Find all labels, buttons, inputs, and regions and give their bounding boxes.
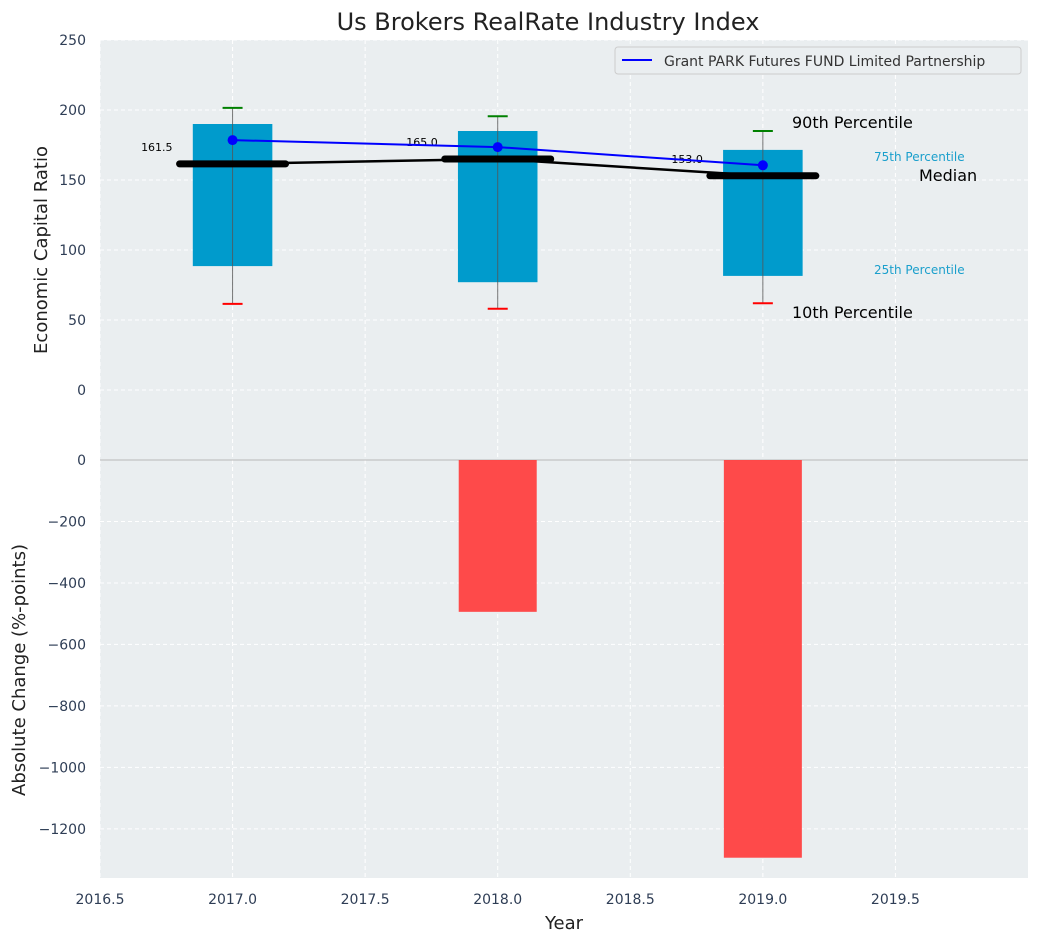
- top-y-tick-label: 0: [77, 383, 86, 399]
- x-tick-label: 2019.0: [738, 892, 787, 908]
- bottom-y-tick-label: −400: [48, 576, 86, 592]
- bottom-y-tick-label: −200: [48, 514, 86, 530]
- chart-title: Us Brokers RealRate Industry Index: [337, 8, 760, 36]
- median-value-label: 165.0: [406, 136, 438, 149]
- company-point: [492, 142, 503, 153]
- top-y-tick-label: 50: [68, 313, 86, 329]
- bottom-y-tick-label: 0: [77, 453, 86, 469]
- x-tick-label: 2016.5: [76, 892, 125, 908]
- bottom-y-tick-label: −800: [48, 699, 86, 715]
- change-bar: [458, 460, 537, 612]
- bottom-y-axis-label: Absolute Change (%-points): [9, 544, 30, 796]
- annotation-median: Median: [919, 166, 977, 185]
- annotation-p75: 75th Percentile: [874, 150, 965, 164]
- x-tick-label: 2018.0: [473, 892, 522, 908]
- bottom-y-tick-label: −1200: [39, 822, 86, 838]
- annotation-p25: 25th Percentile: [874, 263, 965, 277]
- top-y-tick-label: 150: [59, 173, 86, 189]
- top-y-axis-label: Economic Capital Ratio: [31, 146, 52, 354]
- x-axis-label: Year: [544, 913, 584, 934]
- bottom-y-tick-label: −600: [48, 637, 86, 653]
- company-point: [227, 135, 238, 146]
- annotation-p10: 10th Percentile: [792, 303, 913, 322]
- company-point: [757, 160, 768, 171]
- x-tick-label: 2018.5: [606, 892, 655, 908]
- change-bar: [723, 460, 802, 858]
- legend-box: [614, 46, 1022, 75]
- x-tick-label: 2019.5: [871, 892, 920, 908]
- top-y-tick-label: 100: [59, 243, 86, 259]
- median-value-label: 161.5: [141, 141, 173, 154]
- x-tick-label: 2017.5: [341, 892, 390, 908]
- legend-label: Grant PARK Futures FUND Limited Partners…: [664, 54, 985, 70]
- legend: Grant PARK Futures FUND Limited Partners…: [614, 46, 1022, 75]
- x-tick-label: 2017.0: [208, 892, 257, 908]
- top-y-tick-label: 200: [59, 103, 86, 119]
- top-y-tick-label: 250: [59, 33, 86, 49]
- bottom-y-tick-label: −1000: [39, 760, 86, 776]
- annotation-p90: 90th Percentile: [792, 113, 913, 132]
